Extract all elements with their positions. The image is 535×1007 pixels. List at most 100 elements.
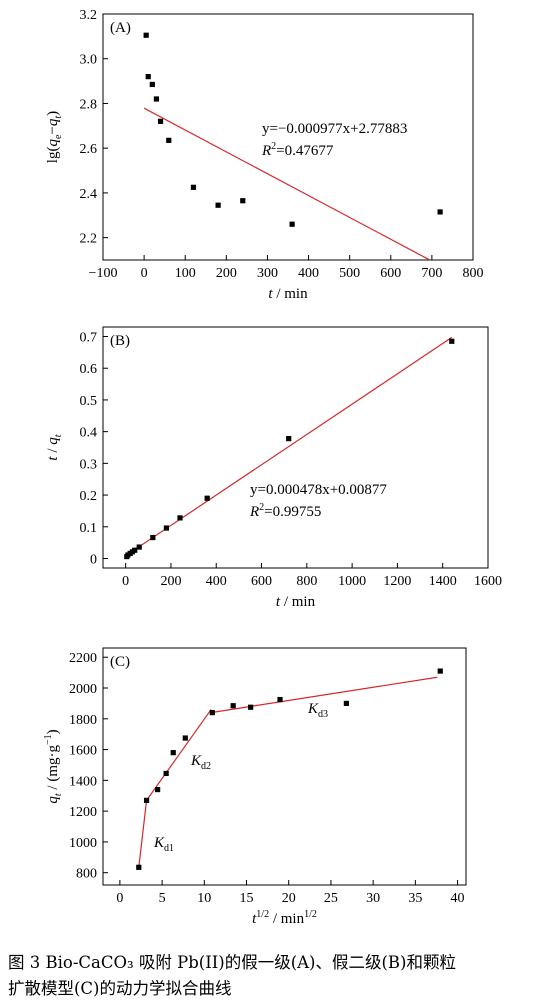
x-tick-label: 500	[339, 266, 360, 281]
y-tick-label: 3.2	[80, 8, 98, 23]
y-title-part: )	[45, 111, 61, 116]
data-point	[204, 495, 210, 501]
x-tick-label: 300	[257, 266, 278, 281]
y-title-part: lg(	[45, 147, 61, 164]
x-tick-label: 15	[240, 891, 254, 906]
plot-frame	[102, 326, 489, 569]
data-point	[177, 515, 183, 521]
panel-label: (B)	[110, 333, 130, 349]
x-title-var: t	[276, 594, 281, 610]
x-tick-label: 30	[366, 891, 380, 906]
data-point	[170, 750, 176, 756]
y-axis-title: t / qt	[45, 434, 64, 460]
x-title-sup: 1/2	[304, 909, 317, 920]
y-title-var: q	[45, 437, 61, 445]
x-tick-label: 0	[141, 266, 148, 281]
caption-line-2: 扩散模型(C)的动力学拟合曲线	[8, 979, 232, 998]
y-title-part: /	[45, 445, 61, 457]
y-tick-label: 1400	[69, 774, 97, 789]
figure-caption: 图 3 Bio-CaCO₃ 吸附 Pb(II)的假一级(A)、假二级(B)和颗粒…	[8, 950, 528, 1002]
y-axis-title: qt / (mg·g−1)	[43, 729, 64, 803]
x-tick-label: 10	[197, 891, 211, 906]
y-tick-label: 800	[76, 867, 97, 882]
y-tick-label: 0.2	[80, 489, 98, 504]
y-title-sub: t	[53, 793, 64, 796]
x-tick-label: 0	[122, 574, 129, 589]
data-point	[209, 710, 215, 716]
data-point	[163, 525, 170, 531]
y-title-part: )	[45, 729, 61, 734]
x-tick-label: 100	[175, 266, 196, 281]
fit-line	[143, 107, 430, 261]
y-tick-label: 0	[90, 552, 97, 567]
data-point	[437, 209, 443, 215]
rate-constant-symbol: K	[190, 753, 202, 769]
y-tick-label: 0.5	[80, 394, 98, 409]
data-point	[248, 704, 254, 710]
x-tick-label: 200	[216, 266, 237, 281]
panel-c: 0 5 10 15 20 25 30 35 40 800 1000 1200 1400 1600 1800 2…	[43, 647, 467, 927]
y-title-part: −	[45, 126, 61, 134]
r-squared-symbol: R	[249, 504, 259, 520]
data-point	[136, 864, 142, 870]
x-tick-label: 700	[421, 266, 442, 281]
rate-constant-label: Kd2	[190, 753, 211, 772]
x-axis-title: t1/2 / min1/2	[252, 909, 317, 927]
x-tick-label: 1400	[429, 574, 457, 589]
plot-frame	[102, 647, 467, 886]
y-tick-label: 0.3	[80, 457, 98, 472]
x-tick-label: 800	[463, 266, 484, 281]
x-tick-label: 40	[451, 891, 465, 906]
rate-constant-subscript: d1	[164, 843, 174, 854]
y-title-sub: t	[53, 434, 64, 437]
x-axis-title: t / min	[268, 286, 308, 302]
figure: −100 0 100 200 300 400 500 600 700 8002.22.42.62.…	[43, 8, 502, 927]
data-point	[149, 81, 155, 88]
r-squared-value: =0.47677	[276, 143, 334, 159]
data-point	[240, 198, 246, 204]
rate-constant-symbol: K	[307, 701, 319, 717]
y-tick-label: 0.4	[80, 426, 98, 441]
y-title-var: q	[45, 118, 61, 126]
data-point	[286, 436, 292, 442]
y-tick-label: 0.1	[80, 521, 98, 536]
r-squared-exponent: 2	[271, 141, 276, 152]
y-title-sub: e	[53, 134, 64, 139]
y-title-var: q	[45, 139, 61, 147]
x-tick-label: 400	[206, 574, 227, 589]
x-tick-label: 0	[116, 891, 123, 906]
panel-label: (A)	[110, 20, 131, 36]
data-point	[166, 137, 172, 143]
y-title-unit: / (mg·g	[45, 745, 61, 794]
x-tick-label: 1600	[474, 574, 502, 589]
x-tick-label: 1200	[383, 574, 411, 589]
r-squared-value: =0.99755	[264, 504, 321, 520]
x-title-var: t	[268, 286, 273, 302]
y-tick-label: 2.2	[80, 232, 98, 247]
x-tick-label: 35	[408, 891, 422, 906]
x-tick-label: 600	[251, 574, 272, 589]
data-point	[449, 338, 455, 344]
x-tick-label: 800	[296, 574, 317, 589]
fit-line	[210, 676, 438, 714]
data-point	[143, 797, 150, 803]
plot-frame	[102, 13, 474, 261]
r-squared-label: R2=0.47677	[261, 141, 334, 159]
y-title-var: t	[45, 456, 61, 461]
data-point	[153, 96, 160, 102]
x-tick-label: 5	[159, 891, 166, 906]
y-title-sup: −1	[43, 734, 54, 745]
fit-equation: y=−0.000977x+2.77883	[262, 121, 407, 137]
x-axis-title: t / min	[276, 594, 316, 610]
y-tick-label: 1200	[69, 805, 97, 820]
y-tick-label: 2.6	[80, 142, 98, 157]
x-tick-label: 400	[298, 266, 319, 281]
rate-constant-subscript: d2	[201, 761, 211, 772]
panel-b: 0 200 400 600 800 1000 1200 1400 1600 0 0.1 0.2 0.3 0…	[45, 326, 502, 610]
panel-a: −100 0 100 200 300 400 500 600 700 800 2.2 2.4 2.6 2.…	[45, 8, 484, 302]
caption-line-1: 图 3 Bio-CaCO₃ 吸附 Pb(II)的假一级(A)、假二级(B)和颗粒	[8, 953, 456, 972]
x-title-var: t	[252, 911, 257, 927]
data-point	[190, 184, 197, 190]
y-tick-label: 0.7	[80, 331, 98, 346]
x-title-unit: / min	[273, 286, 309, 302]
